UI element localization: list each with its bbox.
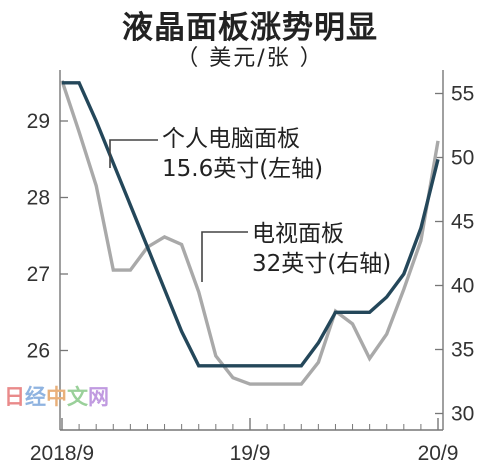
pc-panel-line [62, 81, 440, 368]
watermark-char: 经 [25, 385, 46, 409]
series-lines [60, 80, 440, 386]
right-tick-label: 50 [451, 147, 474, 170]
right-tick-label: 55 [451, 83, 474, 106]
watermark-char: 文 [67, 385, 89, 409]
watermark-char: 日 [4, 385, 25, 409]
right-tick: 55 [435, 83, 474, 106]
left-tick-label: 29 [27, 110, 50, 133]
right-tick-label: 30 [451, 403, 474, 426]
right-tick: 35 [435, 339, 474, 362]
right-tick-label: 40 [451, 275, 474, 298]
x-tick-label: 2018/9 [30, 442, 94, 465]
tv-series-label: 电视面板 [252, 221, 344, 247]
pc-label-leader [109, 139, 158, 168]
x-tick: 19/9 [230, 442, 271, 465]
x-tick: 20/9 [418, 442, 459, 465]
axes: 26 27 28 29 30 35 40 45 50 55 2018/9 19/9 20/9 [27, 70, 474, 465]
left-tick: 27 [27, 263, 68, 286]
left-tick: 26 [27, 340, 68, 363]
left-tick-label: 26 [27, 340, 50, 363]
right-tick: 40 [435, 275, 474, 298]
pc-series-label: 个人电脑面板 [162, 126, 300, 152]
left-tick: 28 [27, 187, 68, 210]
left-tick-label: 28 [27, 187, 50, 210]
tv-series-label: 32英寸(右轴) [252, 251, 391, 277]
right-tick: 45 [435, 211, 474, 234]
x-tick-label: 19/9 [230, 442, 271, 465]
tv-label-leader [201, 231, 248, 282]
chart-title: 液晶面板涨势明显 [122, 10, 378, 46]
annotations: 个人电脑面板 15.6英寸(左轴) 电视面板 32英寸(右轴) [109, 126, 391, 282]
watermark-char: 中 [46, 385, 67, 409]
right-tick: 50 [435, 147, 474, 170]
right-tick-label: 45 [451, 211, 474, 234]
watermark-char: 网 [88, 385, 109, 409]
pc-series-label: 15.6英寸(左轴) [162, 156, 323, 182]
tv-panel-line [60, 80, 440, 386]
right-tick: 30 [435, 403, 474, 426]
left-tick-label: 27 [27, 263, 50, 286]
x-tick: 2018/9 [30, 442, 94, 465]
watermark: 日经中文网 [4, 385, 109, 409]
chart-subtitle: （ 美元/张 ） [176, 46, 324, 71]
right-tick-label: 35 [451, 339, 474, 362]
left-tick: 29 [27, 110, 68, 133]
x-tick-label: 20/9 [418, 442, 459, 465]
